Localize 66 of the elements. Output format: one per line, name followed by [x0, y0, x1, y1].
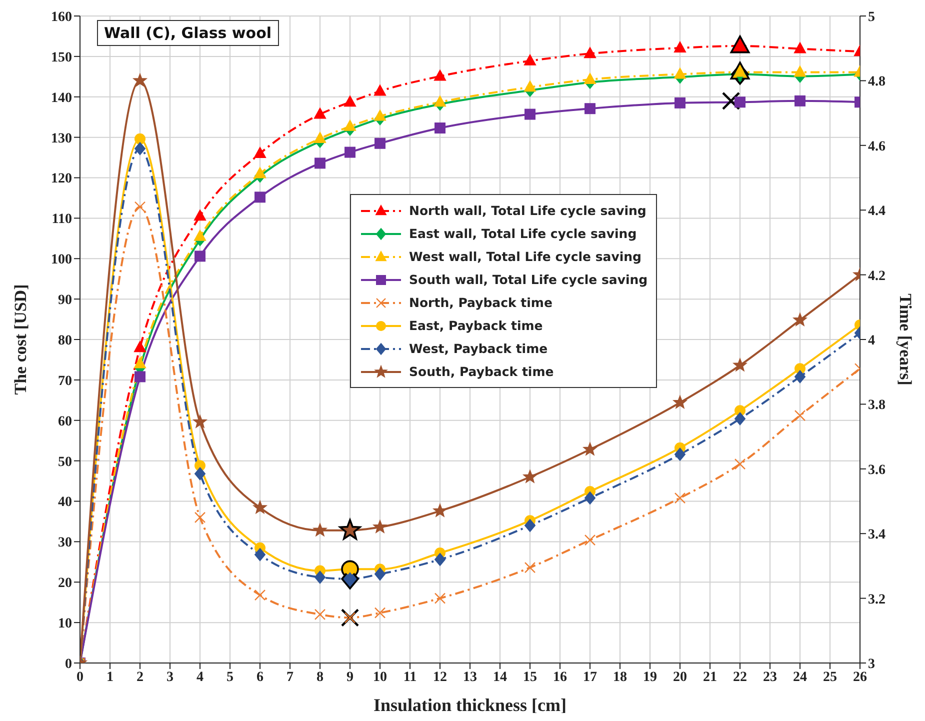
y-axis-title: The cost [USD]	[11, 284, 30, 395]
x-tick-label: 6	[256, 670, 264, 685]
legend-label: East wall, Total Life cycle saving	[409, 226, 637, 241]
x-tick-label: 9	[346, 670, 354, 685]
text: Wall (C), Glass wool	[104, 24, 272, 42]
x-tick-label: 24	[793, 670, 807, 685]
x-tick-label: 23	[763, 670, 777, 685]
y2-tick-label: 3.2	[868, 592, 886, 608]
y2-tick-label: 3.4	[868, 528, 886, 543]
y-tick-label: 60	[58, 414, 72, 430]
x-tick-label: 22	[733, 670, 747, 685]
y-tick-label: 90	[58, 293, 72, 308]
legend-label: West, Payback time	[409, 341, 548, 356]
x-tick-label: 11	[403, 670, 417, 685]
y-tick-label: 140	[51, 90, 72, 106]
x-tick-label: 8	[316, 670, 324, 685]
y-tick-label: 30	[58, 536, 72, 551]
x-tick-label: 7	[286, 670, 294, 685]
y2-tick-label: 5	[868, 10, 875, 25]
y-tick-label: 0	[65, 656, 72, 672]
y2-tick-label: 4	[868, 333, 875, 348]
x-tick-label: 21	[703, 670, 717, 685]
x-tick-label: 26	[853, 670, 867, 685]
y-tick-label: 80	[58, 333, 72, 348]
legend-label: South wall, Total Life cycle saving	[409, 272, 648, 287]
y2-tick-label: 3	[868, 656, 875, 672]
x-tick-label: 1	[106, 670, 114, 685]
legend-label: North wall, Total Life cycle saving	[409, 203, 646, 218]
y2-tick-label: 3.8	[868, 398, 886, 414]
y-tick-label: 10	[58, 616, 72, 632]
x-tick-label: 14	[493, 670, 507, 685]
legend-label: South, Payback time	[409, 364, 554, 379]
y2-tick-label: 4.4	[868, 204, 886, 220]
x-tick-label: 16	[553, 670, 567, 685]
x-tick-label: 10	[373, 670, 387, 685]
y-tick-label: 130	[51, 131, 72, 146]
x-tick-label: 25	[823, 670, 837, 685]
y2-tick-label: 4.6	[868, 139, 886, 154]
x-tick-label: 19	[643, 670, 657, 685]
y-tick-label: 40	[58, 495, 72, 510]
x-tick-label: 3	[166, 670, 174, 685]
y2-tick-label: 3.6	[868, 462, 886, 478]
y-tick-label: 20	[58, 576, 72, 592]
x-tick-label: 17	[583, 670, 597, 685]
legend-label: East, Payback time	[409, 318, 543, 333]
y2-tick-label: 4.2	[868, 268, 886, 284]
x-tick-label: 4	[196, 670, 204, 685]
y-tick-label: 120	[51, 172, 72, 187]
x-tick-label: 12	[433, 670, 447, 685]
y-tick-label: 70	[58, 374, 72, 389]
x-tick-label: 5	[226, 670, 234, 685]
legend-label: North, Payback time	[409, 295, 552, 310]
x-tick-label: 2	[136, 670, 144, 685]
x-tick-label: 15	[523, 670, 537, 685]
y-tick-label: 100	[51, 252, 72, 268]
y-tick-label: 50	[58, 454, 72, 470]
x-tick-label: 13	[463, 670, 477, 685]
y-tick-label: 150	[51, 50, 72, 66]
x-tick-label: 18	[613, 670, 627, 685]
y-tick-label: 160	[51, 10, 72, 25]
y-tick-label: 110	[52, 212, 72, 228]
y2-tick-label: 4.8	[868, 74, 886, 90]
legend-label: West wall, Total Life cycle saving	[409, 249, 642, 264]
x-tick-label: 0	[76, 670, 84, 685]
x-tick-label: 20	[673, 670, 687, 685]
y2-axis-title: Time [years]	[896, 294, 915, 386]
